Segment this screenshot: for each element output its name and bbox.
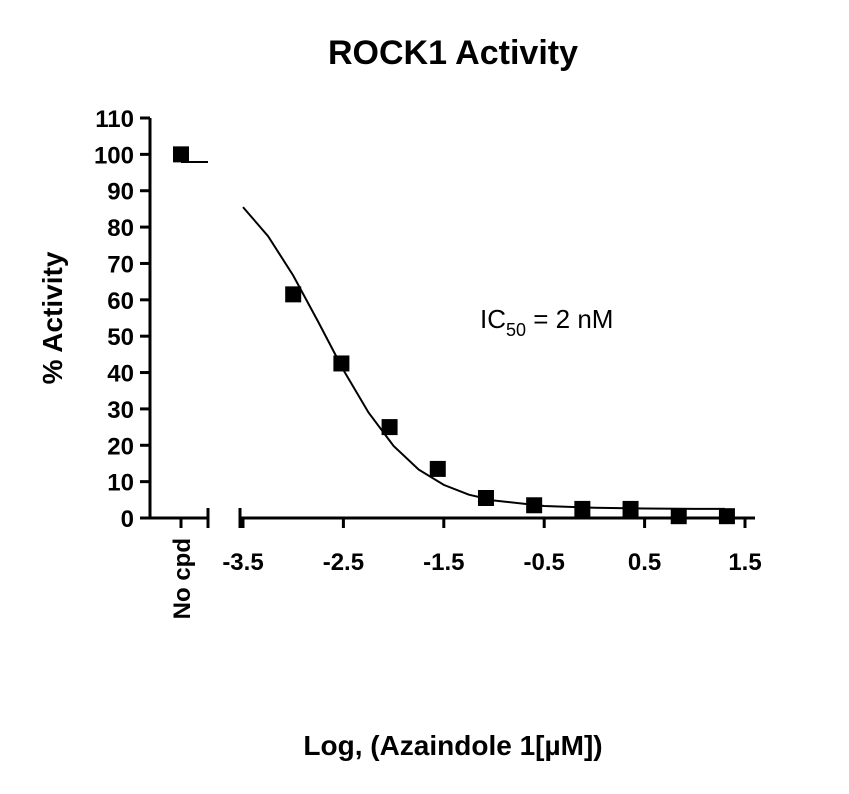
data-point xyxy=(670,508,687,525)
data-point xyxy=(574,500,591,517)
y-tick-label: 40 xyxy=(107,361,134,388)
data-point xyxy=(477,490,494,506)
fit-curve xyxy=(242,206,725,510)
x-tick-label: -1.5 xyxy=(423,549,464,576)
control-label: No cpd xyxy=(169,538,196,619)
data-point xyxy=(285,286,302,303)
ic50-annotation: IC50 = 2 nM xyxy=(480,304,613,340)
y-axis-label: % Activity xyxy=(37,251,68,384)
control-point xyxy=(173,146,189,163)
data-point xyxy=(429,460,446,477)
chart-title: ROCK1 Activity xyxy=(328,34,578,72)
y-tick-label: 80 xyxy=(107,215,134,242)
x-tick-label: 0.5 xyxy=(628,549,661,576)
y-tick-label: 110 xyxy=(95,106,134,133)
data-point xyxy=(333,355,350,372)
ic50-rest: = 2 nM xyxy=(526,304,613,334)
y-tick-label: 90 xyxy=(107,179,134,206)
x-tick-label: -3.5 xyxy=(222,549,263,576)
y-tick-label: 50 xyxy=(107,324,134,351)
x-tick-label: -2.5 xyxy=(323,549,364,576)
y-tick-label: 30 xyxy=(107,397,134,424)
x-axis-label: Log, (Azaindole 1[µM]) xyxy=(303,730,602,761)
x-tick-label: 1.5 xyxy=(728,549,761,576)
ic50-main: IC xyxy=(480,304,506,334)
y-tick-label: 70 xyxy=(107,251,134,278)
data-point xyxy=(526,497,543,514)
y-tick-label: 60 xyxy=(107,288,134,315)
y-tick-label: 0 xyxy=(121,506,134,533)
data-point xyxy=(622,500,639,517)
ic50-sub: 50 xyxy=(506,320,526,340)
y-tick-label: 10 xyxy=(107,470,134,497)
x-tick-label: -0.5 xyxy=(524,549,565,576)
data-point xyxy=(718,508,735,525)
y-tick-label: 100 xyxy=(94,142,134,169)
y-tick-label: 20 xyxy=(107,433,134,460)
data-point xyxy=(381,419,398,436)
